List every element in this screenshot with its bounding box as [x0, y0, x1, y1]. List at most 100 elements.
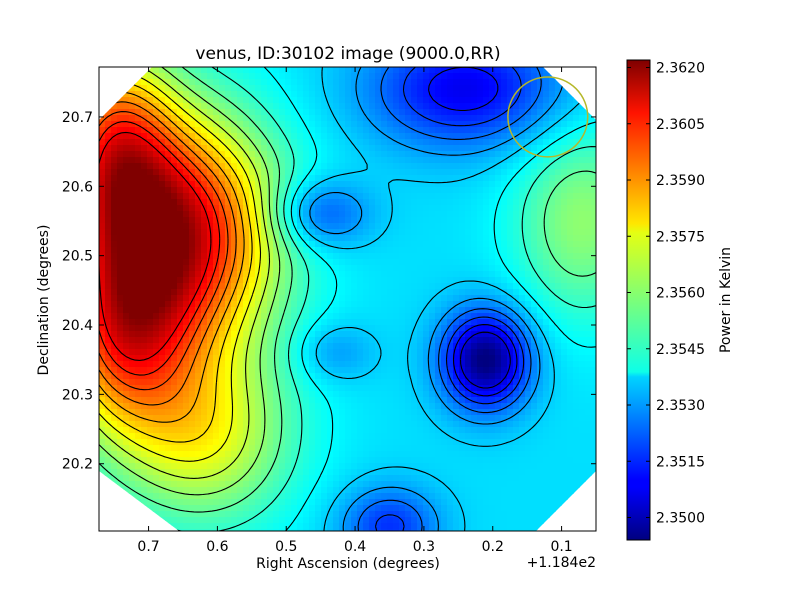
heat-cell: [387, 193, 394, 200]
heat-cell: [309, 163, 316, 170]
heat-cell: [543, 271, 550, 278]
heat-cell: [279, 103, 286, 110]
heat-cell: [351, 103, 358, 110]
heat-cell: [237, 193, 244, 200]
heat-cell: [273, 385, 280, 392]
heat-cell: [537, 163, 544, 170]
heat-cell: [195, 283, 202, 290]
heat-cell: [261, 391, 268, 398]
heat-cell: [339, 349, 346, 356]
heat-cell: [279, 199, 286, 206]
heat-cell: [135, 247, 142, 254]
heat-cell: [435, 79, 442, 86]
heat-cell: [135, 349, 142, 356]
heat-cell: [393, 313, 400, 320]
heat-cell: [243, 109, 250, 116]
heat-cell: [483, 169, 490, 176]
heat-cell: [543, 361, 550, 368]
heat-cell: [561, 271, 568, 278]
heat-cell: [453, 355, 460, 362]
heat-cell: [225, 73, 232, 80]
heat-cell: [99, 289, 106, 296]
heat-cell: [561, 109, 568, 116]
heat-cell: [351, 373, 358, 380]
heat-cell: [441, 271, 448, 278]
heat-cell: [555, 91, 562, 98]
heat-cell: [531, 181, 538, 188]
heat-cell: [369, 361, 376, 368]
heat-cell: [285, 307, 292, 314]
heat-cell: [423, 127, 430, 134]
heat-cell: [153, 133, 160, 140]
heat-cell: [363, 241, 370, 248]
heat-cell: [591, 121, 596, 128]
heat-cell: [231, 337, 238, 344]
heat-cell: [405, 181, 412, 188]
heat-cell: [561, 337, 568, 344]
heat-cell: [369, 157, 376, 164]
heat-cell: [105, 109, 112, 116]
heat-cell: [453, 247, 460, 254]
heat-cell: [555, 115, 562, 122]
heat-cell: [423, 85, 430, 92]
heat-cell: [531, 127, 538, 134]
heat-cell: [459, 115, 466, 122]
heat-cell: [243, 133, 250, 140]
heat-cell: [543, 91, 550, 98]
heat-cell: [111, 379, 118, 386]
heat-cell: [225, 325, 232, 332]
heat-cell: [531, 253, 538, 260]
heat-cell: [171, 277, 178, 284]
heat-cell: [99, 277, 106, 284]
heat-cell: [573, 349, 580, 356]
heat-cell: [249, 145, 256, 152]
heat-cell: [591, 259, 596, 266]
heat-cell: [153, 337, 160, 344]
heat-cell: [99, 397, 106, 404]
heat-cell: [525, 151, 532, 158]
heat-cell: [495, 169, 502, 176]
heat-cell: [345, 265, 352, 272]
heat-cell: [477, 319, 484, 326]
heat-cell: [531, 355, 538, 362]
heat-cell: [105, 259, 112, 266]
heat-cell: [255, 289, 262, 296]
heat-cell: [507, 97, 514, 104]
heat-cell: [273, 163, 280, 170]
heat-cell: [351, 211, 358, 218]
heat-cell: [117, 343, 124, 350]
heat-cell: [405, 259, 412, 266]
heat-cell: [183, 133, 190, 140]
heat-cell: [525, 127, 532, 134]
heat-cell: [393, 403, 400, 410]
heat-cell: [543, 319, 550, 326]
heat-cell: [303, 91, 310, 98]
heat-cell: [129, 73, 136, 80]
heat-cell: [315, 379, 322, 386]
heat-cell: [429, 265, 436, 272]
heat-cell: [411, 283, 418, 290]
heat-cell: [327, 199, 334, 206]
heat-cell: [489, 331, 496, 338]
heat-cell: [339, 319, 346, 326]
heat-cell: [555, 103, 562, 110]
heat-cell: [387, 139, 394, 146]
heat-cell: [129, 235, 136, 242]
heat-cell: [249, 121, 256, 128]
heat-cell: [369, 337, 376, 344]
heat-cell: [441, 169, 448, 176]
heat-cell: [291, 271, 298, 278]
heat-cell: [507, 313, 514, 320]
heat-cell: [381, 97, 388, 104]
heat-cell: [543, 307, 550, 314]
heat-cell: [471, 229, 478, 236]
heat-cell: [549, 121, 556, 128]
heat-cell: [273, 121, 280, 128]
heat-cell: [471, 403, 478, 410]
heat-cell: [471, 205, 478, 212]
heat-cell: [501, 355, 508, 362]
heat-cell: [123, 265, 130, 272]
heat-cell: [507, 193, 514, 200]
heat-cell: [249, 91, 256, 98]
heat-cell: [375, 139, 382, 146]
